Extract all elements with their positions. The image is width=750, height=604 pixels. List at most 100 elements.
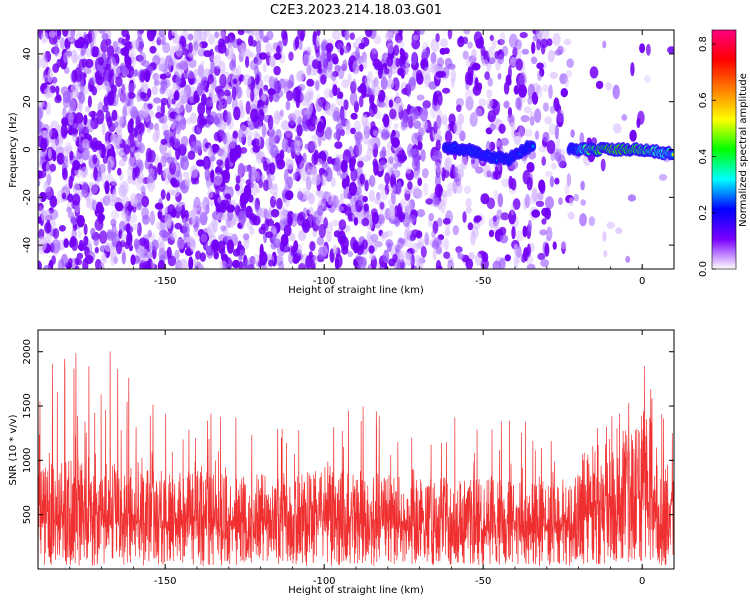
spectrogram-cell: [332, 244, 338, 255]
spectrogram-cell: [106, 231, 115, 241]
spectrogram-cell: [269, 148, 274, 156]
spectrogram-cell: [60, 253, 69, 268]
spectrogram-cell: [325, 42, 334, 53]
spectrogram-cell: [139, 91, 147, 99]
spectrogram-cell: [215, 183, 220, 197]
spectrogram-cell: [246, 219, 253, 230]
spectrogram-cell: [413, 170, 420, 180]
spectrogram-cell: [128, 82, 137, 90]
spectrogram-cell: [332, 30, 341, 41]
spectrogram-cell: [480, 193, 490, 205]
spectrogram-cell: [332, 195, 339, 208]
spectrogram-cell: [444, 130, 453, 144]
spectrogram-cell: [405, 251, 413, 267]
spectrogram-cell: [250, 89, 255, 102]
spectrogram-cell: [563, 38, 572, 46]
spectrogram-cell: [94, 140, 103, 151]
spectrogram-cell: [77, 123, 84, 133]
spectrogram-cell: [299, 160, 306, 173]
spectrogram-cell: [395, 32, 403, 44]
spectrogram-cell: [501, 178, 510, 188]
spectrogram-cell: [226, 232, 235, 242]
spectrogram-cell: [333, 131, 340, 140]
spectrogram-cell: [176, 238, 185, 250]
spectrogram-cell: [531, 209, 541, 218]
spectrogram-cell: [175, 74, 182, 86]
spectrogram-cell: [386, 78, 395, 90]
spectrogram-cell: [192, 177, 200, 185]
spectrogram-cell: [536, 62, 544, 70]
spectrogram-cell: [548, 84, 553, 100]
spectrogram-cell: [196, 159, 205, 167]
spectrogram-cell: [511, 124, 516, 139]
spectrogram-cell: [297, 83, 306, 91]
spectrogram-cell: [59, 37, 66, 50]
spectrogram-cell: [305, 176, 312, 191]
spectrogram-cell: [141, 60, 150, 68]
spectrogram-cell: [361, 239, 368, 250]
spectrogram-cell: [218, 101, 223, 112]
spectrogram-cell: [152, 72, 160, 81]
spectrogram-cell: [171, 98, 176, 105]
spectrogram-cell: [326, 232, 332, 243]
spectrogram-cell: [70, 83, 79, 93]
spectrogram-cell: [205, 245, 214, 259]
spectrogram-cell: [91, 198, 97, 212]
spectrogram-cell: [151, 85, 158, 96]
spectrogram-cell: [171, 189, 181, 197]
spectrogram-cell: [600, 158, 606, 172]
spectrogram-cell: [573, 193, 579, 202]
spectrogram-cell: [218, 61, 226, 75]
spectrogram-cell: [588, 216, 596, 227]
spectrogram-cell: [529, 115, 535, 126]
spectrogram-cell: [636, 117, 641, 129]
spectrogram-cell: [154, 202, 164, 210]
spectrogram-cell: [120, 91, 129, 105]
spectrogram-cell: [133, 223, 139, 231]
spectrogram-cell: [232, 130, 239, 139]
spectrogram-cell: [379, 160, 387, 171]
spectrogram-cell: [658, 174, 668, 181]
spectrogram-cell: [535, 84, 541, 94]
spectrogram-cell: [196, 85, 206, 95]
spectrogram-cell: [133, 69, 139, 77]
spectrogram-cell: [210, 59, 216, 74]
spectrogram-cell: [175, 43, 183, 58]
spectrogram-cell: [405, 167, 412, 174]
spectrogram-cell: [273, 191, 278, 201]
spectrogram-cell: [565, 70, 573, 78]
spectrogram-cell: [320, 74, 327, 85]
spectrogram-cell: [325, 126, 332, 140]
spectrogram-cell: [71, 216, 77, 226]
spectrogram-cell: [473, 107, 483, 118]
spectrogram-cell: [256, 170, 261, 183]
spectrogram-cell: [93, 237, 99, 247]
spectrogram-cell: [189, 93, 195, 104]
spectrogram-cell: [235, 175, 241, 185]
spectrogram-cell: [606, 221, 616, 229]
spectrogram-cell: [549, 71, 558, 80]
spectrogram-cell: [62, 155, 69, 162]
spectrogram-cell: [489, 123, 496, 131]
spectrogram-cell: [160, 155, 167, 168]
spectrogram-cell: [430, 52, 437, 64]
spectrogram-cell: [84, 106, 91, 113]
spectrogram-cell: [129, 118, 134, 127]
spectrogram-cell: [362, 195, 368, 203]
spectrogram-cell: [120, 207, 129, 221]
spectrogram-cell: [214, 31, 219, 39]
spectrogram-cell: [526, 162, 535, 173]
spectrogram-cell: [189, 242, 197, 250]
spectrogram-cell: [441, 189, 447, 199]
spectrogram-cell: [416, 241, 424, 249]
spectrogram-cell: [392, 77, 400, 92]
spectrogram-cell: [359, 173, 365, 185]
spectrogram-cell: [203, 50, 212, 58]
y-tick-label: -20: [22, 189, 33, 205]
spectrogram-cell: [560, 88, 568, 98]
spectrogram-cell: [130, 106, 139, 120]
spectrogram-cell: [305, 169, 315, 176]
spectrogram-cell: [368, 93, 374, 106]
spectrogram-cell: [368, 137, 376, 146]
spectrogram-cell: [98, 30, 106, 34]
